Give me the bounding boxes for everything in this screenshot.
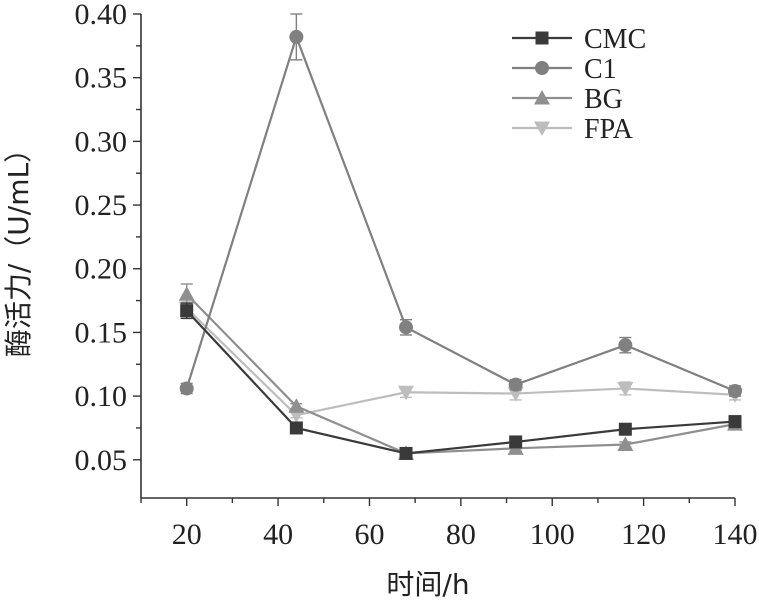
data-point xyxy=(289,421,303,435)
series-line xyxy=(185,310,736,455)
series-layer xyxy=(178,13,743,460)
series-line xyxy=(185,33,736,393)
x-axis-title: 时间/h xyxy=(386,568,469,601)
data-point xyxy=(179,381,194,396)
axes: 20 40 60 80 100 120 140 0.05 0.10 0.15 0.20 0.25 0.3… xyxy=(75,0,758,551)
data-point xyxy=(180,304,194,318)
series-line xyxy=(185,307,736,417)
x-tick-label: 20 xyxy=(172,518,202,551)
y-tick-label: 0.35 xyxy=(75,62,128,95)
data-point xyxy=(728,415,742,429)
legend-item-c1: C1 xyxy=(512,54,617,85)
data-point xyxy=(399,320,414,335)
legend-marker xyxy=(534,90,550,105)
series-cmc xyxy=(180,302,742,460)
y-tick-label: 0.20 xyxy=(75,253,128,286)
y-tick-label: 0.05 xyxy=(75,444,128,477)
x-tick-label: 100 xyxy=(530,518,575,551)
data-point xyxy=(399,446,413,460)
y-tick-label: 0.10 xyxy=(75,380,128,413)
data-point xyxy=(398,385,415,401)
y-tick-label: 0.25 xyxy=(75,189,128,222)
legend-item-fpa: FPA xyxy=(512,114,634,145)
data-point xyxy=(507,387,524,402)
series-line xyxy=(185,293,736,455)
legend-label: BG xyxy=(584,84,623,115)
legend-item-bg: BG xyxy=(512,84,623,115)
legend-marker xyxy=(535,61,549,75)
legend-marker xyxy=(535,31,549,45)
y-tick-label: 0.40 xyxy=(75,0,128,31)
y-tick-label: 0.15 xyxy=(75,316,128,349)
data-point xyxy=(288,398,305,413)
legend-label: FPA xyxy=(584,114,634,145)
y-tick-label: 0.30 xyxy=(75,125,128,158)
data-point xyxy=(728,384,742,399)
y-axis-title: 酶活力/（U/mL） xyxy=(2,135,35,357)
x-tick-label: 120 xyxy=(621,518,666,551)
data-point xyxy=(178,286,195,301)
x-tick-label: 80 xyxy=(446,518,476,551)
legend-label: CMC xyxy=(584,24,646,55)
series-c1 xyxy=(179,13,742,399)
data-point xyxy=(618,338,633,353)
x-tick-label: 140 xyxy=(713,518,758,551)
data-point xyxy=(508,377,523,392)
x-tick-label: 40 xyxy=(263,518,293,551)
x-tick-label: 60 xyxy=(354,518,384,551)
data-point xyxy=(509,435,523,449)
data-point xyxy=(617,436,634,452)
data-point xyxy=(618,422,632,436)
legend-marker xyxy=(534,121,550,136)
series-fpa xyxy=(178,301,743,424)
series-bg xyxy=(178,283,743,460)
legend-label: C1 xyxy=(584,54,617,85)
data-point xyxy=(289,29,304,44)
data-point xyxy=(617,381,634,397)
legend-item-cmc: CMC xyxy=(512,24,646,55)
